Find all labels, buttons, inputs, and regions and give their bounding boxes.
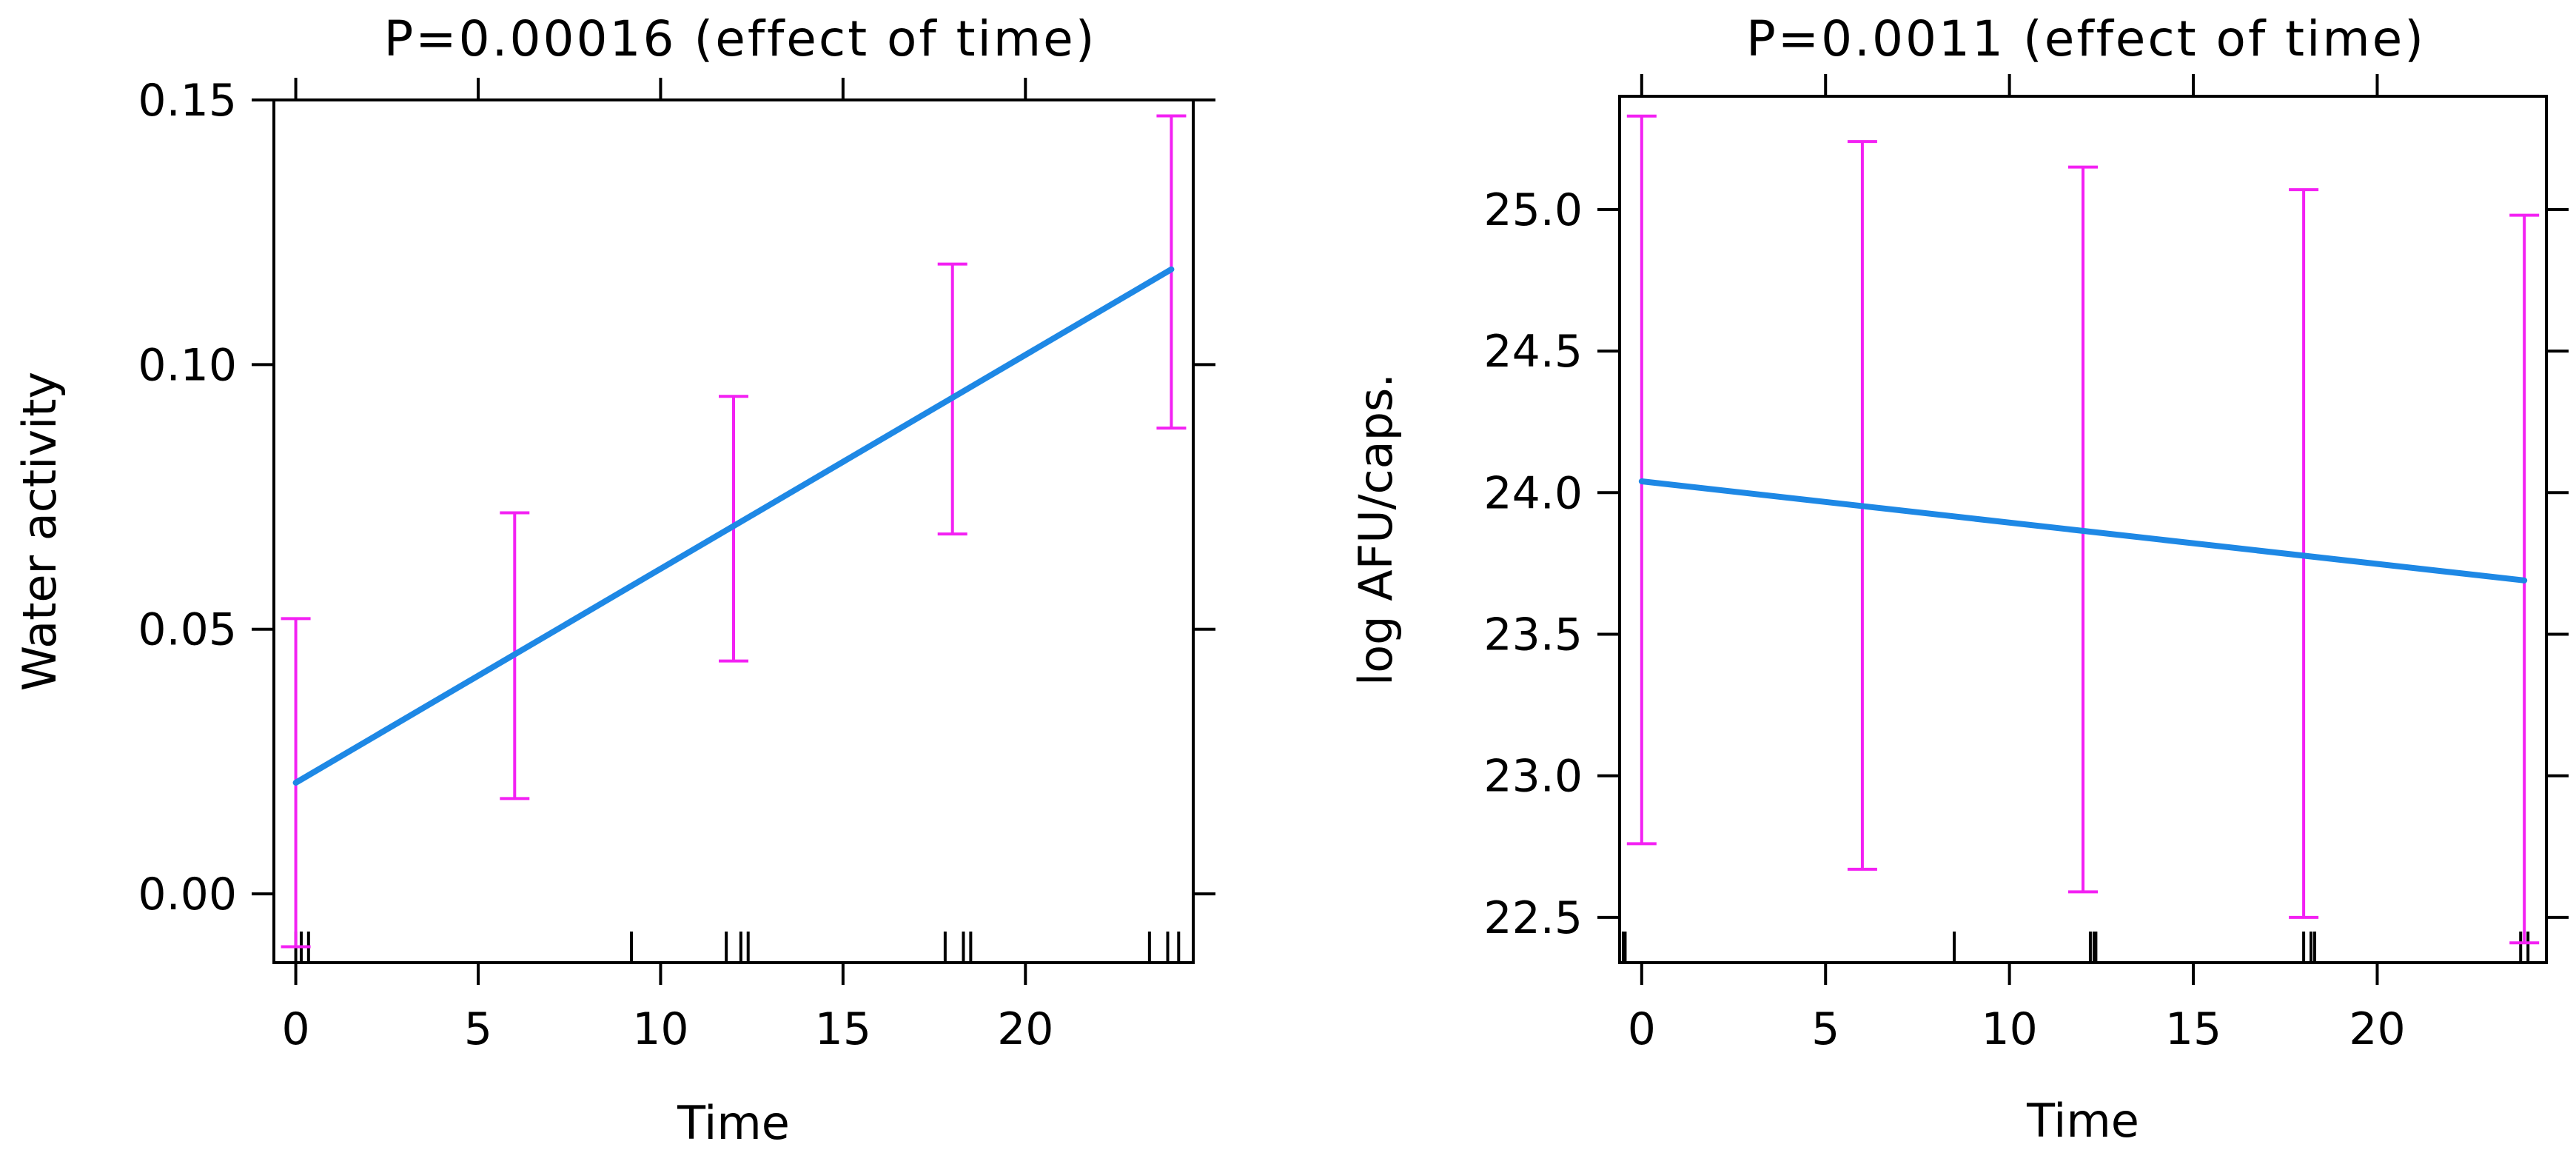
x-tick-label: 20 <box>997 1003 1053 1055</box>
x-tick-label: 20 <box>2349 1003 2405 1055</box>
chart-title: P=0.0011 (effect of time) <box>1746 10 2426 67</box>
y-tick-label: 23.0 <box>1483 751 1583 803</box>
y-tick-label: 0.15 <box>138 75 237 127</box>
y-tick-label: 0.10 <box>138 339 237 391</box>
x-tick-label: 0 <box>1628 1003 1656 1055</box>
fit-line <box>292 266 1175 786</box>
y-tick-label: 0.00 <box>138 869 237 920</box>
y-axis-label: Water activity <box>13 372 67 692</box>
x-tick-label: 15 <box>815 1003 871 1055</box>
x-tick-label: 15 <box>2165 1003 2221 1055</box>
y-tick-label: 22.5 <box>1483 892 1583 944</box>
x-tick-label: 10 <box>1981 1003 2037 1055</box>
chart-title: P=0.00016 (effect of time) <box>383 10 1096 67</box>
x-tick-label: 5 <box>1811 1003 1839 1055</box>
x-axis-label: Time <box>677 1096 790 1150</box>
x-axis-label: Time <box>2026 1094 2139 1148</box>
water-activity-panel: P=0.00016 (effect of time) 0 5 10 15 20 0.00 0.… <box>13 10 1215 1150</box>
y-tick-label: 24.0 <box>1483 467 1583 519</box>
y-axis-label: log AFU/caps. <box>1349 373 1403 686</box>
plot-frame <box>272 98 1195 964</box>
x-tick-label: 10 <box>632 1003 688 1055</box>
x-tick-label: 0 <box>281 1003 309 1055</box>
x-tick-label: 5 <box>464 1003 492 1055</box>
y-tick-label: 24.5 <box>1483 326 1583 378</box>
y-tick-label: 23.5 <box>1483 609 1583 661</box>
log-afu-panel: P=0.0011 (effect of time) 0 5 10 15 20 22.5 23.… <box>1349 10 2569 1148</box>
y-tick-label: 25.0 <box>1483 184 1583 236</box>
y-tick-label: 0.05 <box>138 604 237 656</box>
fit-line <box>1638 478 2528 584</box>
plot-frame <box>1618 95 2548 964</box>
